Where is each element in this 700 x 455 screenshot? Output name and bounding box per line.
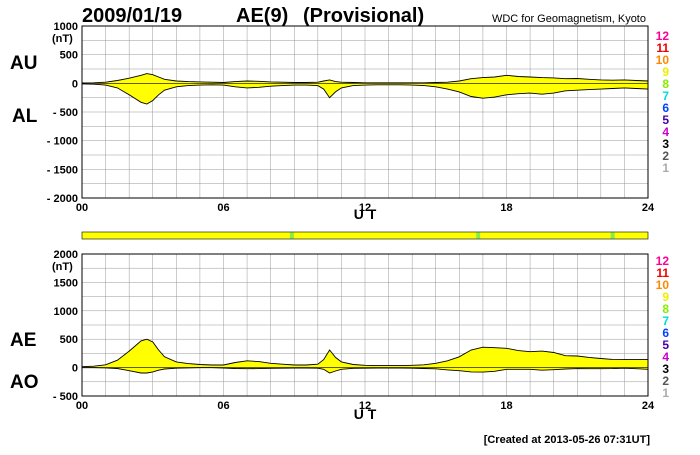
station-count-label: 5 [662,113,669,127]
ae-line [81,338,648,368]
station-bar-marker [289,232,294,239]
station-bar-markers [289,232,615,239]
au-al-band [82,73,648,104]
ae-ao-x-axis-label: U T [354,406,377,422]
au-al-y-tick-label: - 500 [53,107,78,119]
au-al-grid [82,26,648,198]
au-al-x-tick-label: 00 [76,202,88,214]
station-count-label: 1 [662,161,669,175]
au-al-x-tick-label: 24 [642,202,655,214]
au-al-x-ticks: 00 06 12 18 24 [76,202,655,214]
station-count-label: 12 [656,254,670,268]
au-al-y-tick-label: - 1000 [47,136,78,148]
station-count-label: 8 [662,77,669,91]
ae-ao-y-tick-label: 500 [60,334,78,346]
ao-line [82,367,649,374]
station-count-label: 9 [662,290,669,304]
au-al-frame [81,25,649,199]
ae-ao-x-tick-label: 00 [76,400,88,412]
station-count-label: 2 [662,149,669,163]
ae-ao-y-tick-label: 2000 [54,249,78,261]
ae-ao-y-tick-label: 0 [72,363,78,375]
au-al-lines [81,73,649,105]
au-al-y-tick-label: 0 [72,78,78,90]
au-al-y-ticks: 1000 500 0 - 500 - 1000 - 1500 - 2000 [47,21,78,205]
station-count-label: 6 [662,101,669,115]
status-label: (Provisional) [303,5,424,27]
au-line [81,73,649,84]
ae-ao-y-tick-label: 1500 [54,277,78,289]
ae-ao-x-tick-label: 12 [359,400,371,412]
au-al-unit-label: (nT) [52,33,73,45]
au-al-x-tick-label: 18 [500,202,512,214]
ae-label: AE [10,330,36,351]
station-count-label: 6 [662,326,669,340]
station-count-label: 11 [656,41,669,55]
index-name: AE(9) [236,5,288,27]
ae-ao-grid [82,254,648,396]
station-count-label: 7 [662,89,669,103]
station-count-label: 9 [662,65,669,79]
al-line [81,83,649,105]
ae-ao-x-tick-label: 24 [642,400,655,412]
au-al-y-tick-label: 500 [60,50,78,62]
station-count-label: 8 [662,302,669,316]
station-count-label: 10 [656,53,670,67]
ae-ao-fill [82,339,648,373]
au-al-fill [82,73,648,104]
au-al-x-tick-label: 12 [359,202,371,214]
station-bar-marker [610,232,615,239]
station-count-label: 3 [662,137,669,151]
station-count-label: 4 [662,350,669,364]
ae-ao-x-tick-label: 06 [217,400,229,412]
ao-label: AO [10,372,39,393]
created-timestamp: [Created at 2013-05-26 07:31UT] [484,434,651,446]
ae-ao-x-tick-label: 18 [500,400,512,412]
au-al-x-tick-label: 06 [217,202,229,214]
ae-ao-y-ticks: 2000 1500 1000 500 0 - 500 [53,249,78,403]
station-count-label: 5 [662,338,669,352]
station-count-label: 7 [662,314,669,328]
station-bar-fill [81,231,649,240]
ae-ao-x-ticks: 00 06 12 18 24 [76,400,655,412]
station-count-label: 2 [662,374,669,388]
au-label: AU [10,53,37,74]
station-count-label: 11 [656,266,669,280]
source-label: WDC for Geomagnetism, Kyoto [492,13,646,25]
station-count-label: 4 [662,125,669,139]
al-label: AL [12,106,38,127]
station-count-label: 1 [662,386,669,400]
plot-date: 2009/01/19 [82,5,182,27]
station-count-label: 10 [656,278,670,292]
au-al-y-tick-label: 1000 [54,21,78,33]
station-count-label: 12 [656,29,670,43]
station-count-label: 3 [662,362,669,376]
au-al-y-tick-label: - 2000 [47,193,78,205]
ae-ao-lines [81,338,649,374]
ae-ao-band [82,339,648,373]
station-availability-bar [81,231,649,240]
ae-ao-frame [81,253,649,397]
ae-ao-y-tick-label: 1000 [54,306,78,318]
station-bar-marker [476,232,481,239]
au-al-x-axis-label: U T [354,206,377,222]
ae-ao-unit-label: (nT) [52,261,73,273]
au-al-y-tick-label: - 1500 [47,164,78,176]
ae-ao-y-tick-label: - 500 [53,391,78,403]
